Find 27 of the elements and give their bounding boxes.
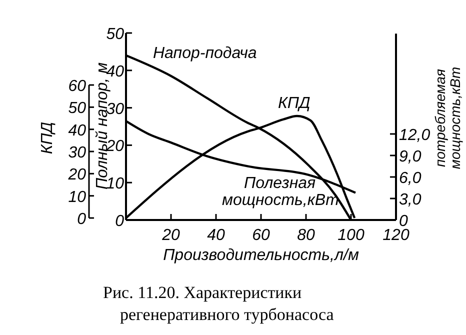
- x-tick-label: 20: [161, 227, 180, 244]
- y-tick-label: 0: [115, 213, 124, 230]
- y2-tick-label: 12,0: [399, 126, 430, 144]
- y3-tick-label: 50: [68, 100, 86, 118]
- y3-tick-label: 60: [68, 78, 86, 95]
- y2-tick-label: 3,0: [399, 191, 422, 208]
- y2-tick-label: 0: [399, 213, 408, 230]
- x-tick-label: 40: [207, 227, 225, 244]
- x-tick-label: 120: [382, 227, 410, 244]
- y3-tick-label: 30: [68, 144, 86, 162]
- y2-axis-title: потребляемая мощность,кВт: [432, 66, 463, 170]
- series-label: Напор-подача: [153, 45, 257, 62]
- y2-tick-label: 6,0: [399, 170, 422, 187]
- series-label: Полезная мощность,кВт: [222, 175, 339, 209]
- x-tick-label: 60: [252, 227, 270, 244]
- y-tick-label: 50: [106, 26, 124, 43]
- y3-tick-label: 40: [68, 122, 86, 140]
- text: Рис. 11.20. Характеристики регенеративного турбонасоса: [103, 283, 334, 324]
- x-axis-title: Производительность,л/м: [163, 247, 359, 264]
- x-tick-label: 100: [338, 227, 364, 244]
- y3-tick-label: 0: [77, 211, 86, 228]
- y2-tick-label: 9,0: [399, 148, 422, 166]
- series-label: КПД: [278, 95, 310, 112]
- x-tick-label: 80: [297, 227, 315, 244]
- y3-tick-label: 10: [68, 188, 86, 206]
- y3-axis-title: КПД: [39, 122, 56, 154]
- y3-tick-label: 20: [67, 166, 86, 184]
